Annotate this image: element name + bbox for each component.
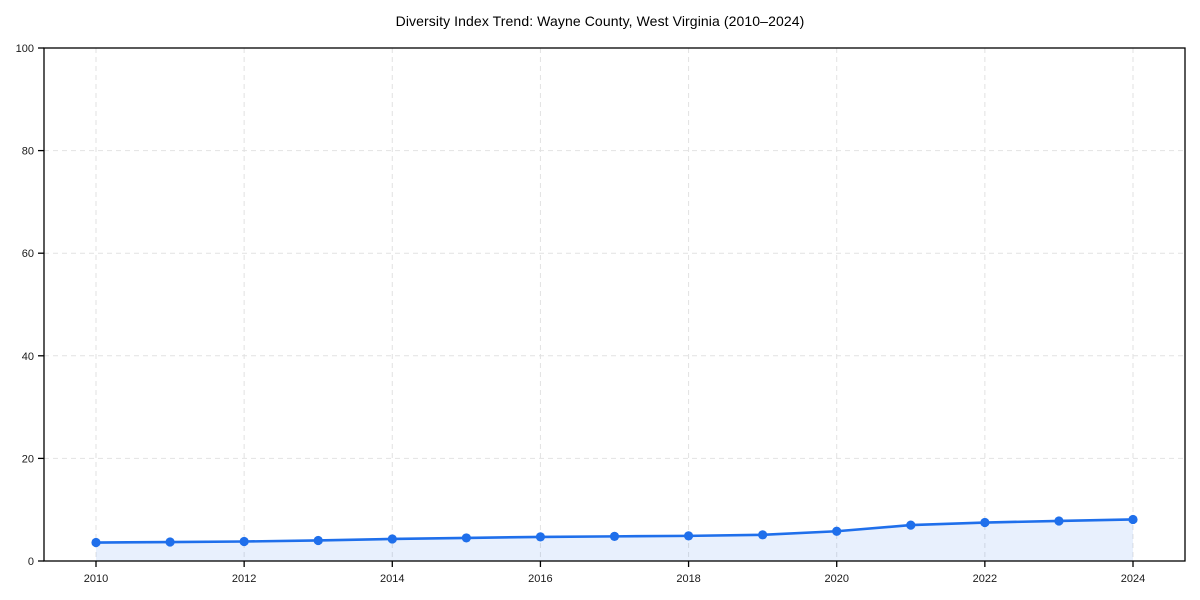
data-point-2016 [535,532,546,542]
data-point-2010 [91,537,101,548]
data-point-2024 [1128,514,1138,525]
x-axis-tick-label: 2024 [1121,573,1145,585]
data-point-2011 [165,537,175,547]
chart-title: Diversity Index Trend: Wayne County, Wes… [395,13,805,29]
y-axis-tick-label: 60 [22,248,34,260]
x-axis-tick-label: 2010 [84,573,108,585]
x-axis-tick-label: 2018 [676,573,700,585]
x-axis-tick-label: 2016 [528,573,552,585]
y-axis-tick-label: 20 [22,453,34,465]
y-axis-tick-label: 100 [16,43,34,55]
data-point-2012 [239,536,249,547]
data-point-2021 [906,520,916,530]
x-axis-tick-label: 2012 [232,573,256,585]
data-point-2018 [683,531,694,541]
data-point-2015 [461,533,471,543]
plot-border [43,47,1186,562]
data-point-2019 [758,530,768,540]
data-point-2020 [832,526,842,536]
data-point-2017 [609,531,620,541]
x-axis-tick-label: 2022 [973,573,997,585]
data-point-2023 [1054,516,1064,526]
y-axis-tick-label: 0 [28,556,34,568]
data-point-2013 [313,535,323,546]
y-axis-tick-label: 80 [22,146,34,158]
x-axis-tick-label: 2014 [380,573,404,585]
y-axis-tick-label: 40 [22,351,34,363]
x-axis-tick-label: 2020 [824,573,848,585]
data-point-2022 [980,517,990,528]
data-point-2014 [387,534,397,544]
